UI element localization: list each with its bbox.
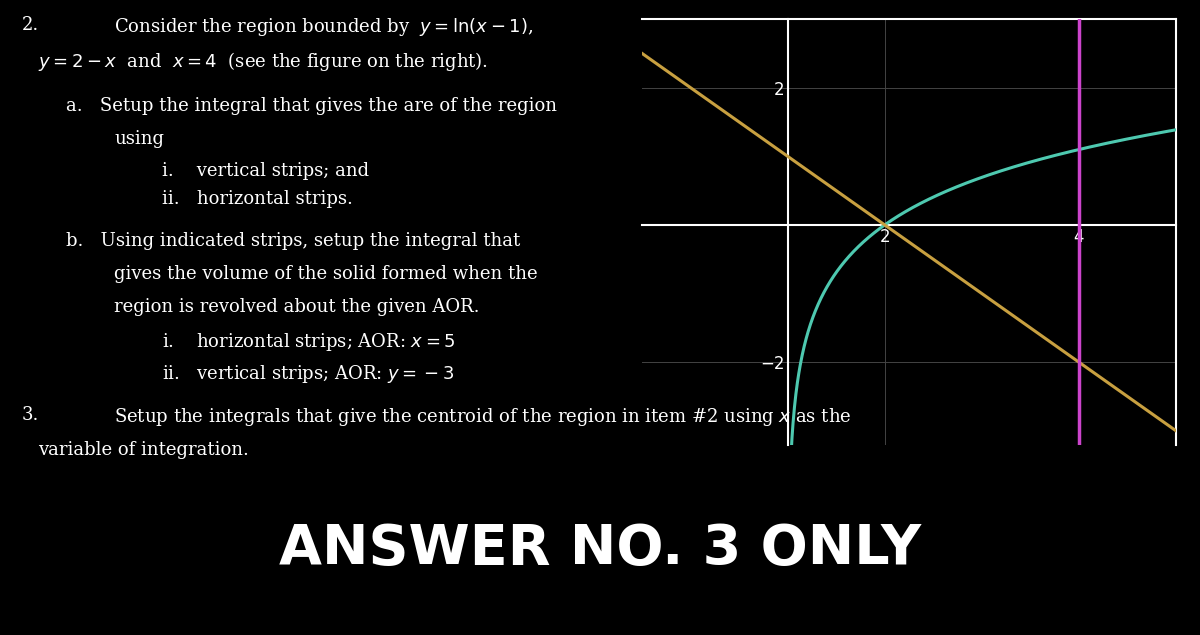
Text: Consider the region bounded by  $y=\ln(x-1)$,: Consider the region bounded by $y=\ln(x-… (114, 16, 533, 38)
Text: a.   Setup the integral that gives the are of the region: a. Setup the integral that gives the are… (66, 97, 557, 114)
Text: 2.: 2. (22, 16, 38, 34)
Text: using: using (114, 130, 164, 148)
Text: b.   Using indicated strips, setup the integral that: b. Using indicated strips, setup the int… (66, 232, 521, 250)
Text: gives the volume of the solid formed when the: gives the volume of the solid formed whe… (114, 265, 538, 283)
Text: ANSWER NO. 3 ONLY: ANSWER NO. 3 ONLY (278, 522, 922, 577)
Text: $y=2-x$  and  $x=4$  (see the figure on the right).: $y=2-x$ and $x=4$ (see the figure on the… (38, 50, 488, 72)
Text: ii.   vertical strips; AOR: $y=-3$: ii. vertical strips; AOR: $y=-3$ (162, 363, 455, 385)
Text: i.    horizontal strips; AOR: $x=5$: i. horizontal strips; AOR: $x=5$ (162, 331, 456, 354)
Text: 3.: 3. (22, 406, 38, 424)
Text: variable of integration.: variable of integration. (38, 441, 250, 459)
Text: Setup the integrals that give the centroid of the region in item #2 using $x$ as: Setup the integrals that give the centro… (114, 406, 852, 429)
Text: region is revolved about the given AOR.: region is revolved about the given AOR. (114, 298, 480, 316)
Text: i.    vertical strips; and: i. vertical strips; and (162, 162, 370, 180)
Text: ii.   horizontal strips.: ii. horizontal strips. (162, 190, 353, 208)
